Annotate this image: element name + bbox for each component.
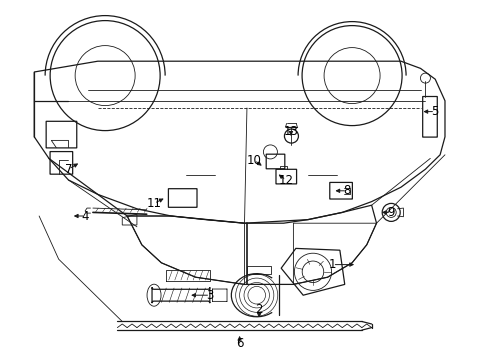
Text: 3: 3 [206,289,214,302]
Text: 13: 13 [283,125,298,138]
Text: 6: 6 [235,337,243,350]
Text: 10: 10 [246,154,261,167]
Text: 8: 8 [343,184,350,197]
Text: 7: 7 [64,163,72,176]
Text: 4: 4 [81,210,89,222]
Text: 12: 12 [278,174,293,186]
Text: 5: 5 [430,105,438,118]
Text: 1: 1 [328,258,336,271]
Text: 2: 2 [255,303,263,316]
Text: 11: 11 [146,197,161,210]
Text: 9: 9 [386,206,394,219]
